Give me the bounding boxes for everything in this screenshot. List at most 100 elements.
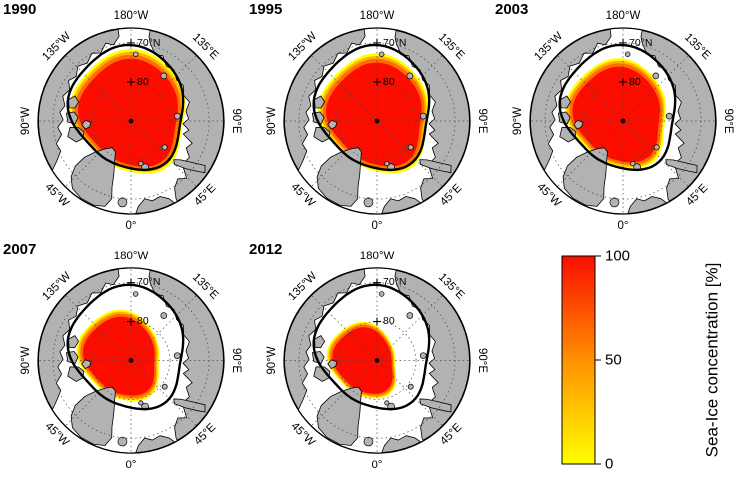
meridian-line	[626, 124, 689, 187]
land	[81, 119, 92, 130]
island	[419, 112, 427, 120]
island	[363, 197, 374, 208]
meridian-line	[557, 124, 620, 187]
island	[630, 161, 636, 167]
axis-label: 90°E	[230, 108, 242, 133]
island	[117, 197, 128, 208]
pole-dot	[128, 118, 134, 124]
year-label: 1990	[3, 1, 37, 18]
island	[161, 144, 168, 151]
parallel-circle	[91, 81, 171, 161]
map-rim	[37, 27, 225, 215]
land	[173, 398, 206, 413]
parallel-circle	[337, 321, 417, 400]
axis-label: 180°W	[360, 10, 395, 22]
land	[327, 119, 338, 130]
colorbar-tick-label: 0	[605, 456, 613, 473]
island	[419, 352, 427, 359]
land	[70, 147, 116, 207]
axis-label: 0°	[372, 220, 383, 232]
land	[314, 335, 325, 348]
lat-label: 70°N	[383, 277, 406, 288]
island	[138, 400, 144, 406]
island	[624, 51, 631, 57]
axis-label: 180°W	[360, 250, 395, 262]
lat-label: 70°N	[629, 37, 652, 49]
parallel-circle	[583, 81, 663, 161]
island	[160, 72, 168, 80]
map-rim	[37, 267, 225, 454]
land	[313, 127, 331, 143]
pole-dot	[128, 358, 134, 363]
land	[560, 95, 571, 109]
land	[573, 119, 584, 130]
meridian-line	[134, 363, 197, 426]
map-rim	[283, 267, 471, 454]
colorbar-tick-label: 100	[605, 248, 630, 265]
lat-label: 70°N	[383, 37, 406, 49]
map-panel-1990: 1990 70°N 80 180°W 135°E 90°E 45°E 0° 45°W 90°W 1…	[0, 0, 246, 240]
island	[407, 383, 414, 390]
ice-edge-contour	[558, 43, 677, 172]
land	[67, 366, 85, 382]
map-panel-2003: 2003 70°N 80 180°W 135°E 90°E 45°E 0° 45°W 90°W 1…	[492, 0, 738, 240]
map-inner: 70°N 80	[284, 28, 470, 214]
land	[419, 398, 452, 413]
parallel-circle	[337, 81, 417, 161]
map-inner: 70°N 80	[530, 28, 716, 214]
meridian-line	[311, 295, 374, 358]
axis-label: 0°	[372, 459, 383, 471]
island	[363, 436, 374, 447]
land	[173, 159, 206, 174]
island	[173, 352, 181, 359]
meridian-line	[380, 295, 443, 358]
meridian-line	[134, 55, 197, 118]
axis-label: 180°W	[114, 250, 149, 262]
year-label: 1995	[249, 1, 283, 18]
meridian-line	[65, 124, 128, 187]
map-rim	[529, 27, 717, 215]
island	[132, 291, 139, 297]
island	[407, 144, 414, 151]
meridian-line	[557, 55, 620, 118]
pole-dot	[374, 358, 380, 363]
island	[161, 383, 168, 390]
land	[327, 359, 338, 369]
land	[316, 147, 362, 207]
axis-label: 90°W	[20, 107, 32, 135]
year-label: 2003	[495, 1, 529, 18]
lat-label: 80	[137, 316, 149, 327]
map-panel-1995: 1995 70°N 80 180°W 135°E 90°E 45°E 0° 45°W 90°W 1…	[246, 0, 492, 240]
map-inner: 70°N 80	[284, 267, 470, 454]
island	[384, 400, 390, 406]
axis-label: 180°W	[114, 10, 149, 22]
ice-layer-3	[326, 62, 422, 167]
land	[314, 95, 325, 109]
land	[665, 159, 698, 174]
meridian-line	[380, 124, 443, 187]
island	[138, 161, 144, 167]
ice-edge-contour	[312, 283, 431, 411]
meridian-line	[65, 363, 128, 426]
axis-label: 0°	[126, 220, 137, 232]
colorbar-tick-label: 50	[605, 352, 622, 369]
meridian-line	[311, 55, 374, 118]
year-label: 2012	[249, 241, 283, 258]
axis-label: 90°W	[266, 346, 278, 374]
land	[313, 366, 331, 382]
axis-label: 90°W	[20, 346, 32, 374]
island	[665, 112, 673, 120]
meridian-line	[65, 295, 128, 358]
island	[173, 112, 181, 120]
land	[419, 159, 452, 174]
island	[653, 144, 660, 151]
lat-label: 80	[629, 76, 641, 88]
land	[559, 127, 577, 143]
meridian-line	[134, 124, 197, 187]
meridian-line	[380, 363, 443, 426]
lat-label: 80	[383, 76, 395, 88]
axis-label: 90°E	[476, 108, 488, 133]
